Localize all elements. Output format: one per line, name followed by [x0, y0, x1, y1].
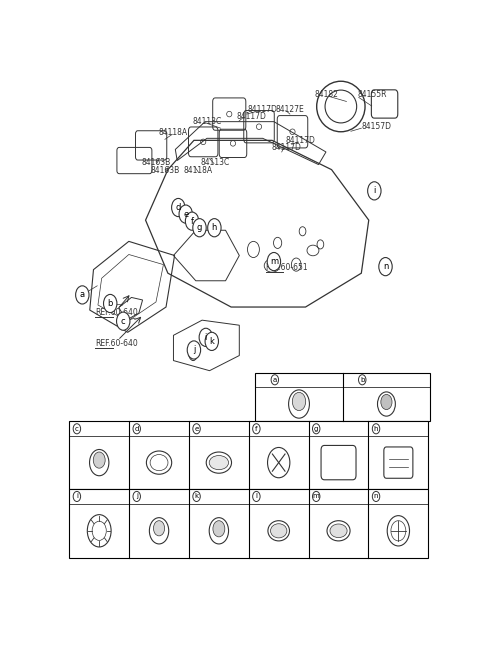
Circle shape: [359, 375, 366, 385]
Text: i: i: [204, 333, 207, 342]
Text: g: g: [197, 223, 202, 232]
Text: 84157D: 84157D: [361, 122, 391, 131]
Text: b: b: [360, 377, 364, 382]
Text: n: n: [383, 262, 388, 271]
Text: 84142N: 84142N: [261, 492, 290, 501]
Circle shape: [193, 491, 200, 501]
Text: j: j: [136, 493, 138, 499]
Circle shape: [133, 491, 141, 501]
Text: REF.60-640: REF.60-640: [96, 339, 138, 348]
Circle shape: [252, 491, 260, 501]
Circle shape: [271, 375, 278, 385]
Text: k: k: [209, 337, 214, 346]
Circle shape: [372, 424, 380, 434]
Text: c: c: [121, 317, 126, 325]
Text: 1731JC: 1731JC: [141, 492, 168, 501]
Circle shape: [172, 198, 185, 216]
Circle shape: [185, 212, 199, 230]
Text: 84117D: 84117D: [237, 112, 266, 121]
Text: 1076AM: 1076AM: [279, 375, 311, 384]
Circle shape: [187, 341, 201, 359]
Circle shape: [179, 205, 192, 223]
Circle shape: [379, 258, 392, 276]
Text: a: a: [80, 291, 85, 299]
Text: j: j: [193, 346, 195, 354]
Text: c: c: [75, 426, 79, 432]
Circle shape: [312, 491, 320, 501]
Text: 1731JA: 1731JA: [201, 492, 228, 501]
Circle shape: [267, 253, 281, 271]
Text: 84113C: 84113C: [201, 157, 230, 167]
Bar: [69, 489, 428, 558]
Text: e: e: [194, 426, 199, 432]
Text: d: d: [176, 203, 181, 212]
Text: h: h: [212, 223, 217, 232]
Text: i: i: [373, 186, 375, 195]
Text: i: i: [76, 493, 78, 499]
Text: n: n: [374, 493, 378, 499]
Text: REF.60-651: REF.60-651: [266, 262, 308, 272]
Circle shape: [93, 452, 105, 468]
Circle shape: [372, 491, 380, 501]
Text: 84117D: 84117D: [271, 143, 301, 152]
Circle shape: [368, 182, 381, 200]
Text: 84117D: 84117D: [248, 104, 278, 113]
Text: 84136: 84136: [381, 492, 405, 501]
Text: f: f: [255, 426, 258, 432]
Circle shape: [252, 424, 260, 434]
Text: REF.60-640: REF.60-640: [96, 308, 138, 317]
Ellipse shape: [209, 455, 228, 470]
Text: g: g: [314, 426, 318, 432]
Circle shape: [117, 312, 130, 330]
Text: 45997: 45997: [81, 492, 106, 501]
Text: 84133C: 84133C: [381, 424, 410, 433]
Text: 84133B: 84133B: [321, 424, 350, 433]
Circle shape: [213, 521, 225, 537]
Text: k: k: [194, 493, 199, 499]
Text: 84163B: 84163B: [150, 166, 179, 175]
Circle shape: [193, 424, 200, 434]
Text: f: f: [191, 216, 193, 226]
Circle shape: [292, 392, 306, 411]
Text: 84182: 84182: [315, 91, 339, 99]
Text: d: d: [134, 426, 139, 432]
Ellipse shape: [330, 524, 347, 538]
Circle shape: [208, 218, 221, 237]
Bar: [255, 373, 430, 421]
Circle shape: [73, 491, 81, 501]
Bar: [69, 421, 428, 489]
Circle shape: [193, 218, 206, 237]
Text: 84118A: 84118A: [183, 166, 213, 175]
Circle shape: [73, 424, 81, 434]
Circle shape: [199, 328, 213, 346]
Text: b: b: [108, 299, 113, 308]
Text: 84118A: 84118A: [158, 129, 188, 137]
Text: m: m: [313, 493, 320, 499]
Text: 84163B: 84163B: [141, 157, 170, 167]
Text: 84155R: 84155R: [358, 91, 387, 99]
Text: 84127E: 84127E: [275, 104, 304, 113]
Circle shape: [76, 286, 89, 304]
Text: a: a: [273, 377, 277, 382]
Text: 1731JB: 1731JB: [81, 424, 108, 433]
Text: 84148: 84148: [201, 424, 225, 433]
Text: 84231F: 84231F: [367, 375, 395, 384]
Text: 84113C: 84113C: [192, 117, 221, 126]
Text: m: m: [270, 257, 278, 266]
Circle shape: [104, 295, 117, 313]
Circle shape: [154, 521, 165, 536]
Text: 71107: 71107: [261, 424, 285, 433]
Circle shape: [381, 394, 392, 409]
Text: h: h: [374, 426, 378, 432]
Text: 84143: 84143: [321, 492, 345, 501]
Ellipse shape: [271, 523, 287, 538]
Text: 84136B: 84136B: [141, 424, 170, 433]
Text: l: l: [255, 493, 257, 499]
Circle shape: [312, 424, 320, 434]
Circle shape: [133, 424, 141, 434]
Text: e: e: [183, 210, 188, 218]
Text: 84117D: 84117D: [285, 136, 315, 145]
Circle shape: [205, 333, 218, 350]
